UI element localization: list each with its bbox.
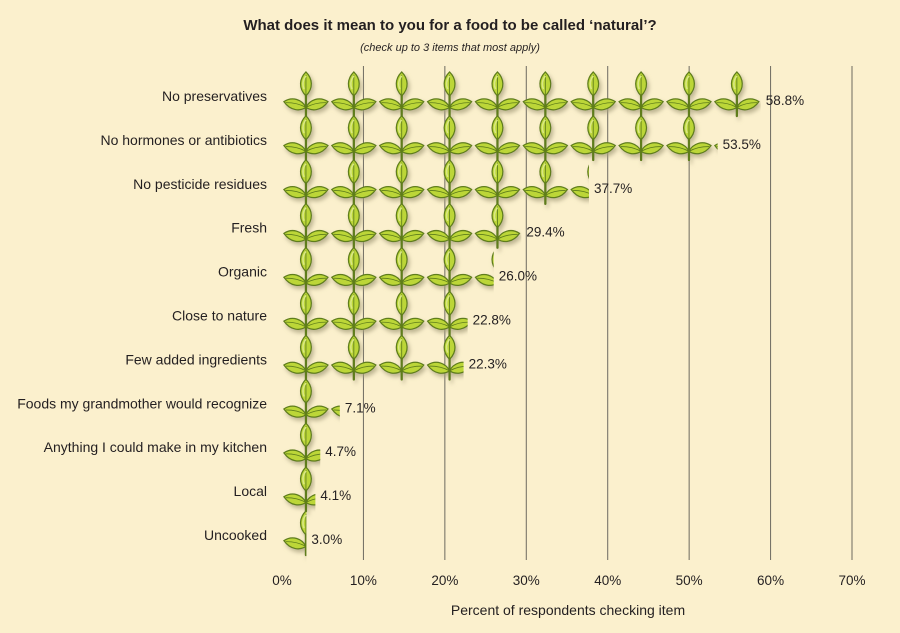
sprout-icon	[282, 70, 330, 118]
category-label: Local	[234, 483, 267, 499]
sprout-icon	[522, 70, 569, 118]
sprout-icon	[282, 202, 330, 249]
sprout-icon	[282, 158, 330, 205]
sprout-icon	[426, 114, 473, 162]
sprout-icon	[474, 202, 521, 249]
x-tick-label: 70%	[838, 573, 865, 588]
x-tick-label: 60%	[757, 573, 784, 588]
sprout-icon	[330, 114, 378, 162]
x-tick-label: 20%	[431, 573, 458, 588]
sprout-icon	[713, 70, 761, 118]
value-label: 3.0%	[311, 532, 342, 547]
sprout-icon	[378, 246, 425, 293]
sprout-icon	[378, 114, 425, 162]
sprout-icon	[378, 158, 425, 205]
bar	[282, 202, 521, 249]
sprout-icon	[426, 334, 464, 381]
bar	[282, 158, 589, 205]
sprout-icon	[282, 334, 330, 381]
x-tick-label: 10%	[350, 573, 377, 588]
sprout-icon	[617, 70, 665, 118]
category-label: Foods my grandmother would recognize	[17, 395, 267, 411]
category-label: No pesticide residues	[133, 176, 267, 192]
bar	[282, 246, 494, 293]
sprout-icon	[282, 422, 321, 469]
category-label: Close to nature	[172, 308, 267, 324]
chart-subtitle: (check up to 3 items that most apply)	[360, 42, 540, 54]
sprout-icon	[522, 158, 569, 205]
sprout-icon	[474, 114, 521, 162]
sprout-icon	[282, 378, 330, 425]
pictograph-bars	[282, 70, 761, 557]
value-label: 37.7%	[594, 181, 632, 196]
sprout-icon	[378, 202, 425, 249]
value-label: 53.5%	[723, 137, 761, 152]
sprout-icon	[282, 290, 330, 337]
sprout-icon	[426, 158, 473, 205]
sprout-icon	[570, 114, 617, 162]
value-label: 4.7%	[325, 444, 356, 459]
category-label: No hormones or antibiotics	[100, 132, 267, 148]
sprout-icon	[330, 246, 378, 293]
sprout-icon	[665, 70, 713, 118]
value-label: 58.8%	[766, 93, 804, 108]
x-tick-label: 40%	[594, 573, 621, 588]
value-label: 22.3%	[469, 356, 507, 371]
value-labels: 58.8% 53.5% 37.7% 29.4% 26.0% 22.8% 22.3% 7.1% 4…	[311, 93, 804, 547]
sprout-icon	[378, 290, 425, 337]
sprout-icon	[282, 246, 330, 293]
sprout-icon	[330, 202, 378, 249]
bar	[282, 290, 468, 337]
bar	[282, 114, 718, 162]
x-axis-ticks: 0% 10% 20% 30% 40% 50% 60% 70%	[272, 573, 865, 588]
sprout-icon	[330, 334, 378, 381]
category-label: Few added ingredients	[125, 351, 267, 367]
sprout-icon	[282, 114, 330, 162]
category-labels: No preservatives No hormones or antibioti…	[17, 88, 267, 543]
bar	[282, 334, 464, 381]
sprout-icon	[426, 290, 468, 337]
sprout-icon	[426, 70, 473, 118]
value-label: 22.8%	[473, 313, 511, 328]
x-tick-label: 30%	[513, 573, 540, 588]
value-label: 7.1%	[345, 400, 376, 415]
value-label: 4.1%	[320, 488, 351, 503]
chart-title: What does it mean to you for a food to b…	[243, 17, 656, 34]
sprout-icon	[474, 70, 521, 118]
value-label: 29.4%	[526, 225, 564, 240]
bar	[282, 422, 321, 469]
sprout-icon	[378, 334, 425, 381]
x-tick-label: 0%	[272, 573, 292, 588]
x-axis-label: Percent of respondents checking item	[451, 602, 685, 618]
sprout-icon	[426, 202, 473, 249]
sprout-icon	[330, 70, 378, 118]
category-label: Anything I could make in my kitchen	[44, 439, 267, 455]
sprout-icon	[570, 70, 617, 118]
sprout-icon	[378, 70, 425, 118]
sprout-icon	[522, 114, 569, 162]
category-label: No preservatives	[162, 88, 267, 104]
category-label: Organic	[218, 264, 267, 280]
x-tick-label: 50%	[676, 573, 703, 588]
sprout-icon	[665, 114, 713, 162]
sprout-icon	[617, 114, 665, 162]
category-label: Uncooked	[204, 527, 267, 543]
category-label: Fresh	[231, 220, 267, 236]
sprout-icon	[426, 246, 473, 293]
value-label: 26.0%	[499, 269, 537, 284]
sprout-icon	[474, 158, 521, 205]
sprout-icon	[330, 158, 378, 205]
sprout-icon	[330, 290, 378, 337]
gridlines	[362, 66, 853, 560]
bar	[282, 70, 761, 118]
